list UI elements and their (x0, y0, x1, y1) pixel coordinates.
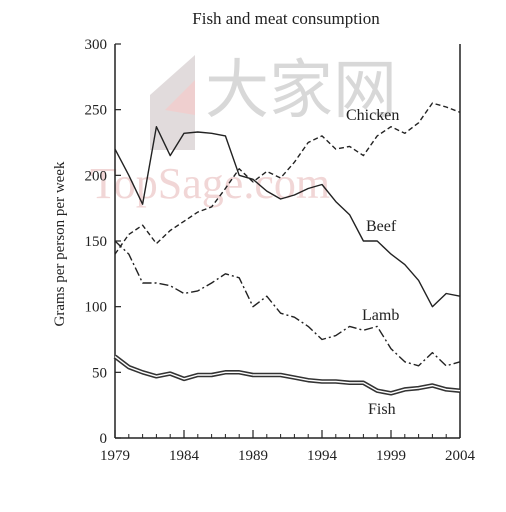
series-line-chicken (114, 102, 461, 255)
y-axis-label: Grams per person per week (52, 161, 68, 326)
y-tick-label: 250 (85, 103, 108, 119)
series-line-lamb (114, 240, 461, 367)
y-tick-label: 300 (85, 37, 108, 53)
series-label-beef: Beef (366, 218, 397, 235)
x-tick-label: 1989 (238, 448, 268, 464)
y-tick-label: 200 (85, 168, 108, 184)
series-label-fish: Fish (368, 401, 396, 418)
y-tick-label: 100 (85, 300, 108, 316)
x-tick-label: 2004 (445, 448, 476, 464)
watermark: 大家网 TopSage.com (90, 55, 397, 208)
x-tick-label: 1984 (169, 448, 200, 464)
series-line-fish-inner (114, 356, 461, 394)
watermark-site-text: TopSage.com (90, 159, 330, 208)
series-lines (113, 102, 461, 396)
watermark-logo-mark-accent (165, 80, 195, 115)
series-label-chicken: Chicken (346, 107, 399, 124)
y-tick-label: 150 (85, 234, 108, 250)
y-tick-label: 0 (100, 431, 108, 447)
x-tick-label: 1999 (376, 448, 406, 464)
ticks-group: 0 50 100 150 200 250 300 1979 1984 1989 1994 1999 20… (85, 37, 476, 464)
chart-title: Fish and meat consumption (192, 9, 380, 28)
watermark-logo-text: 大家网 (205, 55, 397, 126)
series-label-lamb: Lamb (362, 307, 399, 324)
series-line-beef (114, 125, 461, 308)
x-tick-label: 1979 (100, 448, 130, 464)
x-tick-label: 1994 (307, 448, 338, 464)
y-tick-label: 50 (92, 365, 107, 381)
